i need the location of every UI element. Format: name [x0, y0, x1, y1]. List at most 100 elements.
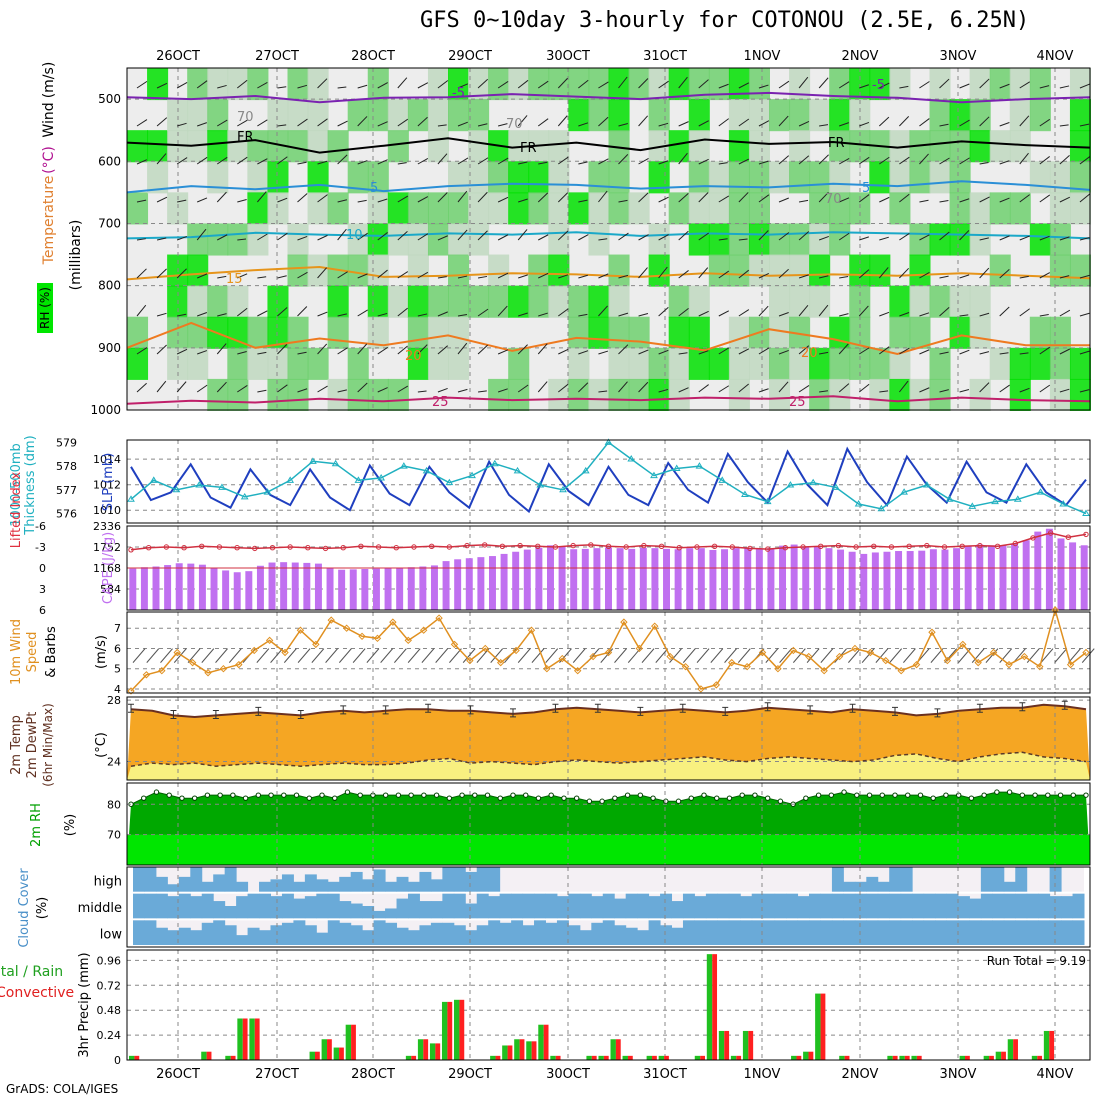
li-label: Lifted Index: [9, 471, 24, 548]
rh-cell: [969, 285, 991, 318]
contour-label: FR: [520, 141, 537, 156]
li-point: [853, 544, 859, 550]
temp-minmax-bar: [340, 705, 347, 715]
thickness-point: [809, 478, 818, 486]
wind-barb: [1019, 308, 1030, 317]
surface-wind-barb: [875, 648, 889, 663]
wind-barb: [858, 156, 870, 165]
cloud-bar-middle: [602, 893, 615, 919]
wind-speed-point: [820, 667, 828, 675]
cape-bar: [802, 546, 810, 610]
wind-barb: [417, 271, 429, 279]
wind-barb: [196, 228, 207, 241]
rh-cell: [668, 316, 690, 349]
rh-cell: [688, 285, 710, 318]
wind-barb: [277, 124, 287, 127]
rh-point: [701, 792, 707, 798]
cape-bar: [326, 567, 334, 610]
wind-barb: [557, 230, 569, 241]
precip-convective-bar: [796, 1055, 802, 1060]
wind-barb: [879, 346, 890, 355]
wind-barb: [156, 117, 168, 127]
wind-barb: [638, 267, 648, 279]
rh-cell: [1049, 192, 1071, 225]
precip-total-bar: [815, 993, 821, 1060]
thickness-point: [240, 492, 249, 500]
cloud-bar-low: [957, 920, 970, 945]
cloud-bar-low: [396, 927, 409, 945]
pressure-tick-label: 500: [98, 92, 121, 106]
cloud-bar-high: [1049, 867, 1062, 892]
cloud-bar-low: [465, 930, 478, 945]
cloud-bar-high: [407, 881, 420, 892]
wind-speed-point: [419, 626, 428, 634]
top-date-label: 26OCT: [156, 49, 200, 64]
slp-tick-label: 1012: [93, 479, 121, 492]
wind-barb: [357, 273, 368, 279]
cloud-bar-high: [327, 881, 340, 892]
wind-barb: [437, 235, 448, 241]
rh-cell: [809, 161, 831, 194]
wind-barb: [377, 159, 388, 165]
temp-minmax-bar: [764, 702, 771, 712]
wind-barb: [598, 273, 609, 279]
wind-tick-label: 7: [114, 622, 121, 635]
wind-barb: [558, 274, 569, 279]
wind-barb: [778, 349, 789, 355]
precip-convective-bar: [339, 1047, 344, 1060]
precip-total-bar: [586, 1055, 592, 1060]
cape-bar: [430, 565, 438, 610]
surface-wind-barb: [201, 648, 215, 663]
rh-cell: [769, 316, 791, 349]
surface-wind-barb: [724, 648, 737, 663]
rh-cell: [267, 316, 289, 349]
rh-cell: [187, 285, 209, 318]
rh-point: [344, 789, 351, 795]
rh-cell: [167, 347, 189, 380]
precip-convective-bar: [459, 999, 465, 1060]
wind-barb: [598, 305, 608, 317]
rh-cell: [889, 378, 911, 411]
wind-barb: [879, 196, 890, 203]
precip-total-bar: [622, 1055, 628, 1060]
wind-speed-point: [573, 667, 582, 675]
cape-bar: [396, 567, 404, 610]
cloud-bar-low: [327, 920, 340, 945]
wind-barb: [257, 310, 268, 317]
cape-bar: [1080, 545, 1088, 610]
wind-barb: [818, 154, 829, 165]
wind-barb: [437, 124, 447, 127]
precip-tick-label: 0: [114, 1054, 121, 1067]
rh-cell: [227, 285, 249, 318]
wind-barb: [1019, 235, 1030, 241]
rh-cell: [809, 99, 831, 132]
thickness-point: [1082, 509, 1090, 517]
cape-tick-label: 584: [100, 583, 121, 596]
wind-barb: [197, 350, 208, 355]
rh-point: [624, 792, 631, 798]
cloud-bar-middle: [281, 893, 294, 919]
surface-wind-barb: [366, 648, 380, 663]
rh-cell: [648, 378, 670, 411]
precip-total-bar: [1007, 1039, 1014, 1060]
rh-cell: [488, 285, 510, 318]
precip-total-bar: [249, 1018, 255, 1060]
rh-point: [688, 795, 694, 801]
precip-convective-bar: [495, 1055, 501, 1060]
rh-cell: [708, 192, 730, 225]
rh-cell: [187, 130, 209, 163]
cloud-bar-middle: [763, 893, 776, 919]
cloud-bar-low: [774, 920, 787, 945]
rh-cell: [287, 254, 309, 287]
cape-bar: [837, 549, 845, 610]
rh-cell: [347, 378, 369, 411]
cloud-bar-low: [843, 920, 856, 945]
surface-wind-barb: [490, 648, 504, 663]
wind-barb: [859, 84, 870, 89]
cloud-bar-middle: [591, 896, 604, 919]
wind-barb: [277, 86, 287, 89]
cloud-bar-low: [1038, 920, 1051, 945]
wind-barb: [798, 76, 809, 89]
precip-total-bar: [791, 1055, 797, 1060]
wind-barb: [718, 118, 730, 127]
